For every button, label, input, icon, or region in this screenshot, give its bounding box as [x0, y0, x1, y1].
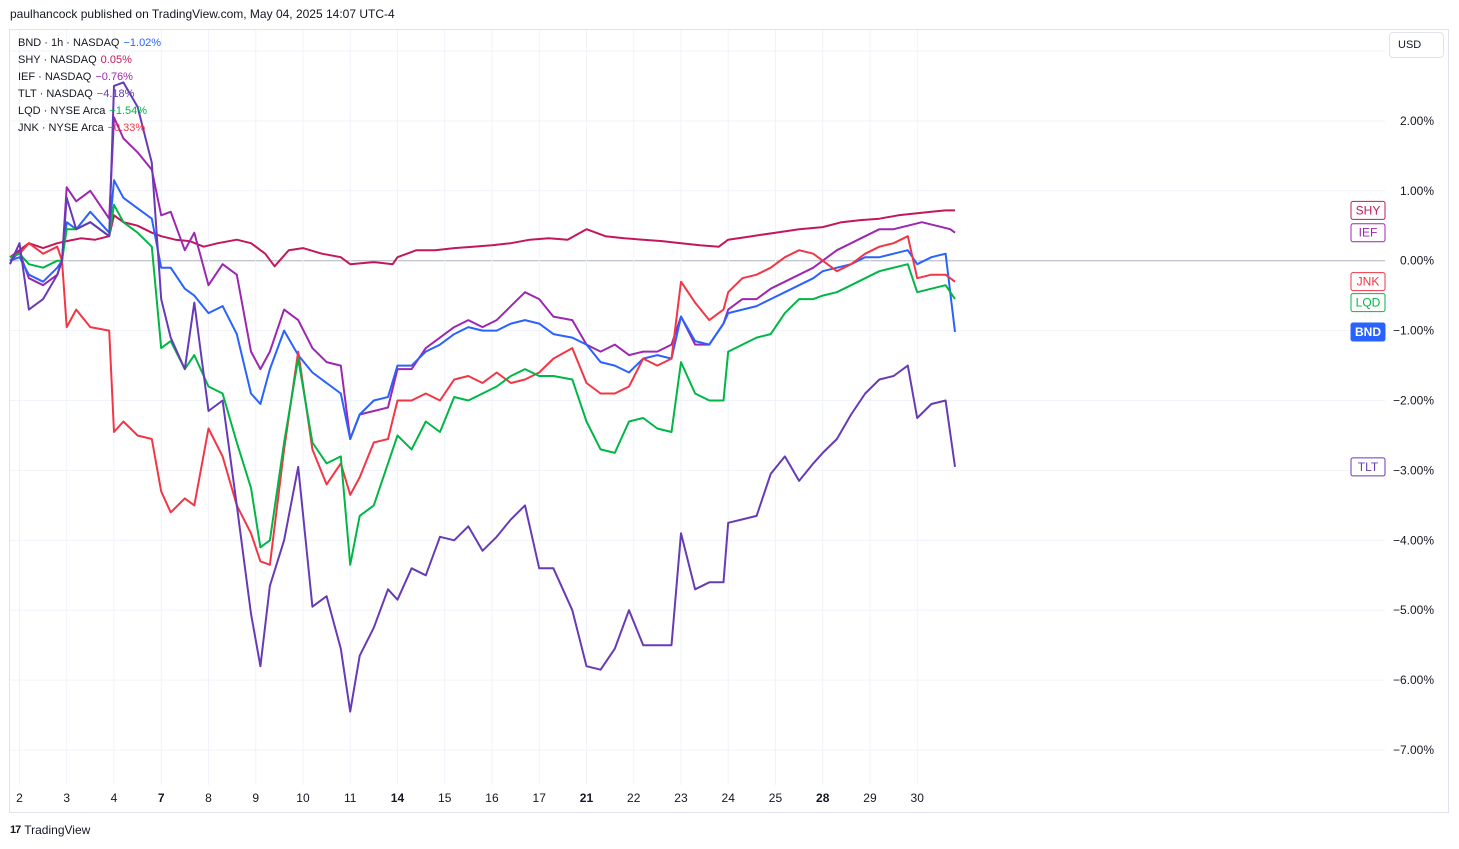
- x-tick-label: 22: [627, 791, 641, 805]
- x-tick-label: 25: [769, 791, 783, 805]
- x-tick-label: 9: [252, 791, 259, 805]
- grid-lines: [10, 30, 1385, 785]
- legend-row-tlt[interactable]: TLT · NASDAQ −4.18%: [18, 86, 161, 103]
- publish-header: paulhancock published on TradingView.com…: [10, 7, 395, 21]
- x-tick-label: 4: [111, 791, 118, 805]
- tag-label-bnd: BND: [1355, 325, 1381, 339]
- x-tick-label: 17: [533, 791, 547, 805]
- legend-change: −1.02%: [123, 37, 162, 49]
- tag-tlt: [1350, 457, 1386, 477]
- series-layer: [9, 81, 956, 713]
- legend-row-lqd[interactable]: LQD · NYSE Arca −1.54%: [18, 103, 161, 120]
- footer-brand[interactable]: 17 TradingView: [10, 823, 90, 837]
- tag-label-ief: IEF: [1359, 226, 1378, 240]
- x-tick-label: 8: [205, 791, 212, 805]
- legend-symbol: TLT · NASDAQ: [18, 88, 93, 100]
- x-tick-label: 15: [438, 791, 452, 805]
- legend-change: −1.54%: [109, 105, 148, 117]
- x-tick-label: 24: [722, 791, 736, 805]
- series-line-bnd: [9, 179, 956, 440]
- brand-name: TradingView: [24, 823, 91, 837]
- legend-row-jnk[interactable]: JNK · NYSE Arca −0.33%: [18, 120, 161, 137]
- y-tick-label: −4.00%: [1393, 533, 1434, 547]
- x-axis: 2 3 4 7 8 9 10 11 14 15 16 17 21 22 23 24 25 28 29 30: [16, 791, 924, 805]
- y-tick-label: −6.00%: [1393, 673, 1434, 687]
- y-tick-label: −5.00%: [1393, 603, 1434, 617]
- y-axis: 3.00%2.00%1.00%0.00%−1.00%−2.00%−3.00%−4…: [1393, 44, 1434, 757]
- series-line-lqd: [9, 203, 956, 566]
- legend-symbol: IEF · NASDAQ: [18, 71, 92, 83]
- legend-change: 0.05%: [100, 54, 132, 66]
- chart-frame[interactable]: [9, 29, 1449, 813]
- series-line-jnk: [9, 235, 956, 566]
- tag-bnd: [1350, 322, 1386, 342]
- y-tick-label: −7.00%: [1393, 743, 1434, 757]
- tag-label-tlt: TLT: [1358, 460, 1379, 474]
- x-tick-label: 7: [158, 791, 165, 805]
- tag-shy: [1350, 200, 1386, 220]
- y-tick-label: −2.00%: [1393, 394, 1434, 408]
- legend-row-ief[interactable]: IEF · NASDAQ −0.76%: [18, 69, 161, 86]
- tag-jnk: [1350, 272, 1386, 292]
- x-tick-label: 30: [911, 791, 925, 805]
- legend-row-shy[interactable]: SHY · NASDAQ 0.05%: [18, 52, 161, 69]
- x-tick-label: 21: [580, 791, 594, 805]
- series-line-tlt: [9, 81, 956, 713]
- legend-change: −0.76%: [95, 71, 133, 83]
- series-line-ief: [9, 116, 956, 440]
- legend-symbol: SHY · NASDAQ: [18, 54, 97, 66]
- tag-label-lqd: LQD: [1356, 296, 1381, 310]
- legend-row-bnd[interactable]: BND · 1h · NASDAQ −1.02%: [18, 35, 161, 52]
- legend-change: −0.33%: [107, 122, 146, 134]
- tag-label-jnk: JNK: [1357, 275, 1380, 289]
- legend-symbol: BND · 1h · NASDAQ: [18, 37, 120, 49]
- legend-symbol: LQD · NYSE Arca: [18, 105, 106, 117]
- y-tick-label: 2.00%: [1400, 114, 1434, 128]
- x-tick-label: 10: [296, 791, 310, 805]
- legend: BND · 1h · NASDAQ −1.02% SHY · NASDAQ 0.05…: [18, 35, 161, 137]
- x-tick-label: 23: [674, 791, 688, 805]
- x-tick-label: 29: [863, 791, 877, 805]
- y-tick-label: −3.00%: [1393, 463, 1434, 477]
- y-tick-label: 1.00%: [1400, 184, 1434, 198]
- x-tick-label: 2: [16, 791, 23, 805]
- currency-button[interactable]: USD: [1389, 32, 1444, 58]
- tag-ief: [1350, 223, 1386, 243]
- legend-change: −4.18%: [96, 88, 135, 100]
- y-tick-label: 0.00%: [1400, 254, 1434, 268]
- x-tick-label: 11: [344, 791, 357, 805]
- tradingview-logo-icon: 17: [10, 824, 21, 836]
- y-tick-label: −1.00%: [1393, 324, 1434, 338]
- x-tick-label: 28: [816, 791, 830, 805]
- series-tags: SHY IEF JNK LQD BND TLT: [1350, 200, 1386, 477]
- x-tick-label: 3: [63, 791, 70, 805]
- tag-lqd: [1350, 293, 1386, 313]
- x-tick-label: 16: [485, 791, 499, 805]
- legend-symbol: JNK · NYSE Arca: [18, 122, 104, 134]
- x-tick-label: 14: [391, 791, 405, 805]
- tag-label-shy: SHY: [1356, 203, 1381, 217]
